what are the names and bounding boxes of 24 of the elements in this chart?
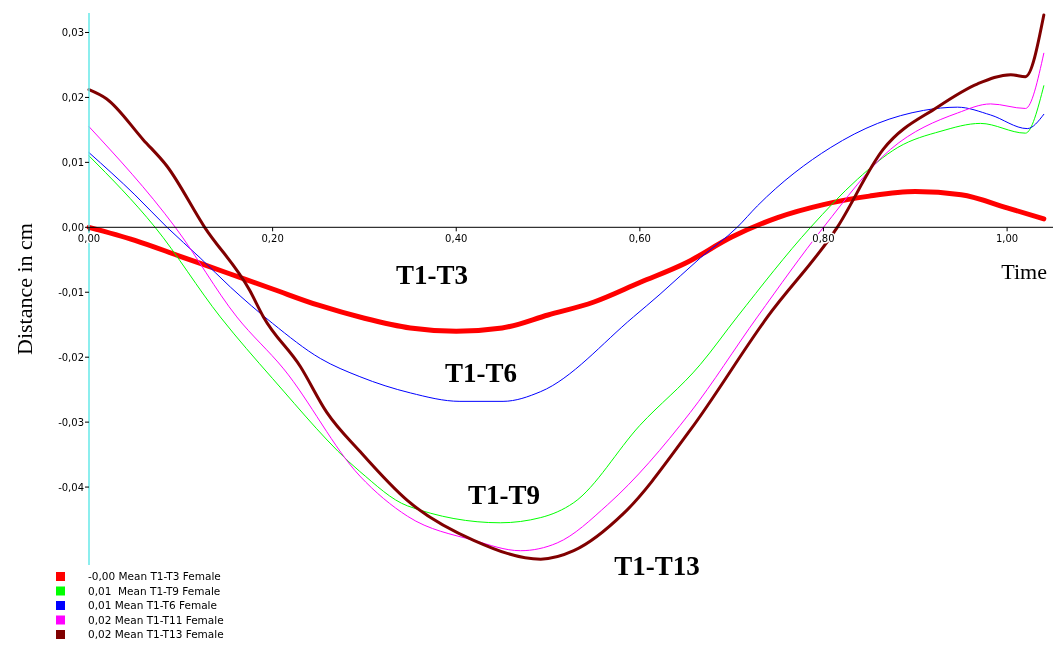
x-tick-label: 0,00: [77, 233, 101, 245]
x-tick-label: 0,20: [261, 233, 284, 245]
y-tick-label: 0,00: [61, 221, 84, 233]
legend-label: -0,00 Mean T1-T3 Female: [88, 570, 221, 582]
x-axis-title: Time: [1001, 259, 1047, 285]
annotation: T1-T6: [444, 358, 518, 389]
y-tick-label: 0,03: [61, 26, 84, 38]
x-tick-label: 0,40: [445, 233, 468, 245]
y-tick-label: 0,02: [61, 91, 84, 103]
annotation: T1-T9: [467, 480, 541, 511]
x-tick-label: 1,00: [995, 233, 1019, 245]
annotation: T1-T13: [614, 551, 700, 582]
legend-label: 0,01 Mean T1-T9 Female: [88, 584, 221, 597]
legend-label: 0,02 Mean T1-T11 Female: [88, 613, 224, 626]
y-tick-label: -0,01: [58, 286, 84, 298]
x-tick-label: 0,60: [628, 233, 651, 245]
legend-label: 0,01 Mean T1-T6 Female: [88, 599, 217, 611]
y-axis-title: Distance in cm: [12, 223, 37, 355]
annotation: T1-T3: [395, 260, 469, 291]
y-tick-label: 0,01: [61, 156, 84, 168]
legend-label: 0,02 Mean T1-T13 Female: [88, 628, 224, 640]
y-tick-label: -0,04: [58, 481, 84, 493]
y-tick-label: -0,03: [58, 416, 84, 428]
y-tick-label: -0,02: [58, 351, 84, 363]
